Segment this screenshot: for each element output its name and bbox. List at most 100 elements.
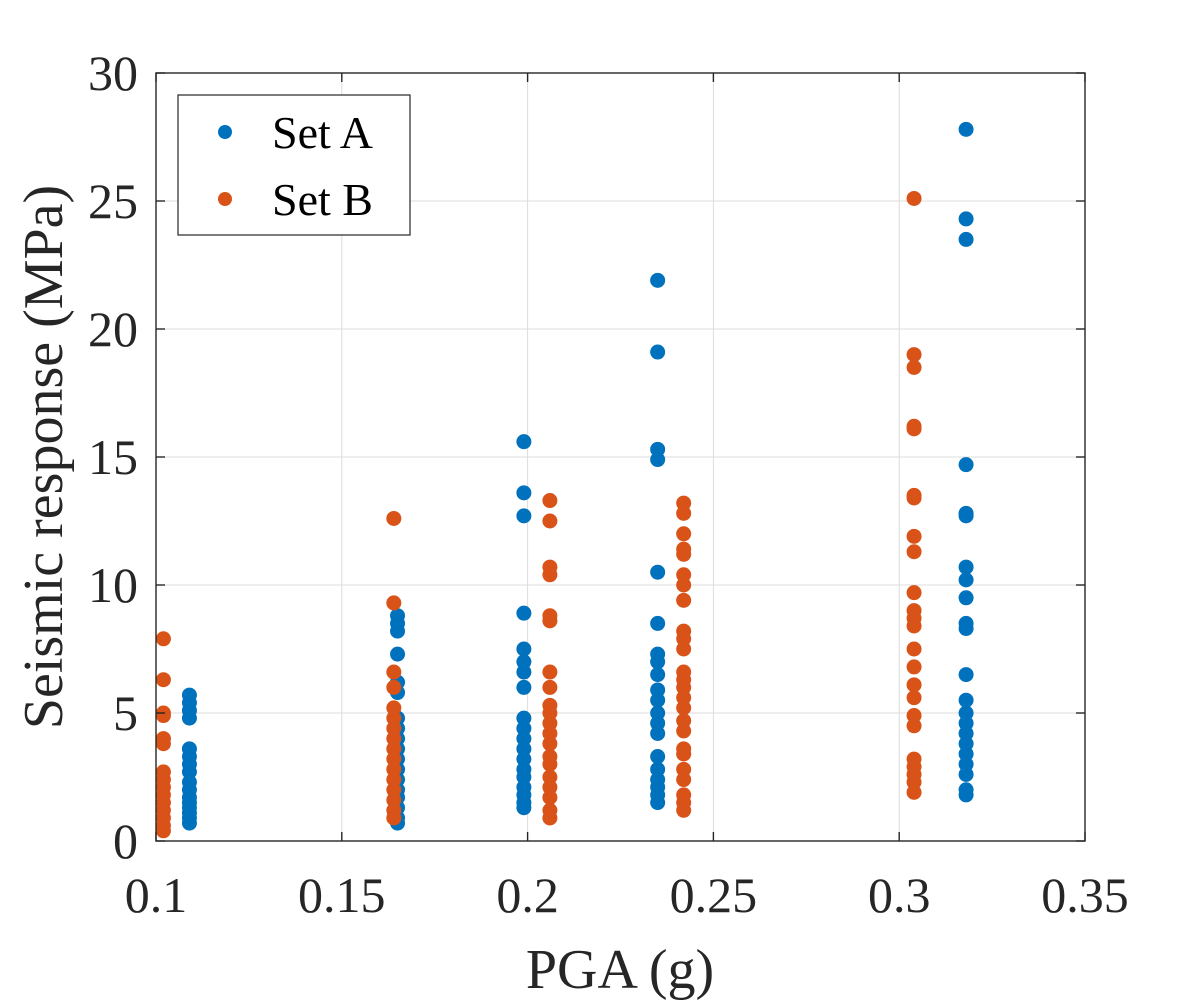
- data-point: [516, 654, 532, 670]
- data-point: [155, 631, 171, 647]
- data-point: [958, 457, 974, 473]
- data-point: [958, 615, 974, 631]
- x-axis-title: PGA (g): [526, 939, 714, 1000]
- data-point: [516, 641, 532, 657]
- data-point: [542, 802, 558, 818]
- x-tick-label: 0.35: [1041, 867, 1129, 923]
- data-point: [906, 603, 922, 619]
- legend-label-set-b: Set B: [272, 174, 373, 225]
- data-point: [958, 505, 974, 521]
- legend-box: [177, 94, 411, 236]
- x-tick-label: 0.1: [125, 867, 188, 923]
- data-point: [906, 190, 922, 206]
- data-point: [906, 544, 922, 560]
- data-point: [906, 708, 922, 724]
- data-point: [906, 347, 922, 363]
- data-point: [958, 211, 974, 227]
- data-point: [516, 710, 532, 726]
- data-point: [906, 528, 922, 544]
- y-tick-label: 5: [113, 685, 138, 741]
- data-point: [542, 513, 558, 529]
- series-set-a: [181, 121, 974, 831]
- data-point: [516, 679, 532, 695]
- data-point: [650, 344, 666, 360]
- data-point: [386, 595, 402, 611]
- data-point: [390, 646, 406, 662]
- data-point: [650, 272, 666, 288]
- data-point: [958, 782, 974, 798]
- data-point: [542, 769, 558, 785]
- data-point: [958, 692, 974, 708]
- data-point: [542, 749, 558, 765]
- data-point: [516, 485, 532, 501]
- data-point: [155, 764, 171, 780]
- y-tick-labels: 0 5 10 15 20 25 30: [88, 45, 138, 869]
- data-point: [906, 677, 922, 693]
- data-point: [676, 787, 692, 803]
- data-point: [386, 679, 402, 695]
- legend-label-set-a: Set A: [272, 107, 373, 158]
- data-point: [906, 690, 922, 706]
- data-point: [676, 526, 692, 542]
- data-point: [650, 682, 666, 698]
- data-point: [906, 585, 922, 601]
- tick-marks: [155, 72, 1086, 842]
- x-tick-label: 0.15: [298, 867, 386, 923]
- data-point: [958, 572, 974, 588]
- data-point: [650, 667, 666, 683]
- data-point: [650, 564, 666, 580]
- data-point: [676, 495, 692, 511]
- grid-lines: [155, 72, 1086, 842]
- data-point: [676, 592, 692, 608]
- data-point: [390, 608, 406, 624]
- data-point: [181, 687, 197, 703]
- y-tick-label: 10: [88, 557, 138, 613]
- data-point: [906, 641, 922, 657]
- data-point: [386, 510, 402, 526]
- data-point: [958, 121, 974, 137]
- x-tick-label: 0.2: [496, 867, 559, 923]
- data-point: [155, 731, 171, 747]
- data-point: [650, 761, 666, 777]
- data-point: [906, 659, 922, 675]
- series-set-b: [155, 190, 922, 839]
- data-point: [181, 741, 197, 757]
- data-point: [676, 567, 692, 583]
- data-point: [676, 541, 692, 557]
- x-tick-label: 0.3: [868, 867, 931, 923]
- data-point: [676, 713, 692, 729]
- data-point: [958, 705, 974, 721]
- data-point: [676, 741, 692, 757]
- y-tick-label: 25: [88, 173, 138, 229]
- data-point: [906, 751, 922, 767]
- data-point: [542, 608, 558, 624]
- data-point: [958, 667, 974, 683]
- data-point: [650, 615, 666, 631]
- data-point: [516, 605, 532, 621]
- y-tick-label: 15: [88, 429, 138, 485]
- data-point: [542, 493, 558, 509]
- data-point: [542, 664, 558, 680]
- legend-marker-set-b: [218, 192, 232, 206]
- y-tick-label: 30: [88, 45, 138, 101]
- data-point: [516, 508, 532, 524]
- data-point: [906, 359, 922, 375]
- data-point: [542, 679, 558, 695]
- data-point: [542, 559, 558, 575]
- data-points: [155, 121, 974, 839]
- data-point: [386, 700, 402, 716]
- data-point: [650, 705, 666, 721]
- data-point: [958, 590, 974, 606]
- legend: Set A Set B: [177, 94, 411, 236]
- data-point: [906, 418, 922, 434]
- data-point: [676, 761, 692, 777]
- data-point: [386, 664, 402, 680]
- legend-marker-set-a: [218, 125, 232, 139]
- data-point: [906, 487, 922, 503]
- data-point: [516, 434, 532, 450]
- data-point: [155, 672, 171, 688]
- data-point: [958, 231, 974, 247]
- x-tick-labels: 0.1 0.15 0.2 0.25 0.3 0.35: [125, 867, 1129, 923]
- data-point: [650, 441, 666, 457]
